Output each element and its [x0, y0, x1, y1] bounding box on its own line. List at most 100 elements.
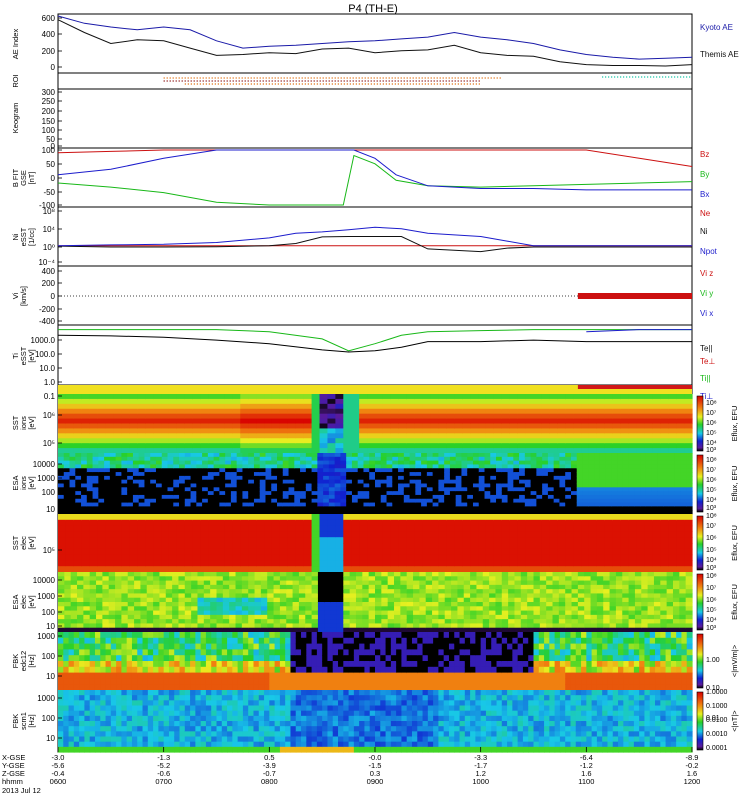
panel-frame-2 [57, 88, 693, 149]
ytick-ni-1: 10⁴ [43, 225, 56, 234]
colorbar-tick-esa2-1: 10⁷ [706, 585, 717, 592]
ylabel-fbk1-0: FBK [11, 654, 20, 669]
ytick-keogram-5: 50 [46, 135, 55, 144]
colorbar-tick-sst1-4: 10⁴ [706, 440, 717, 447]
ytick-fbk2-1: 100 [42, 714, 56, 723]
colorbar-tick-sst1-0: 10⁸ [706, 400, 717, 407]
ylabel-sst2-2: [eV] [27, 536, 36, 549]
colorbar-tick-esa1-0: 10⁸ [706, 457, 717, 464]
colorbar-tick-sst2-1: 10⁷ [706, 523, 717, 530]
ytick-fbk2-0: 1000 [37, 694, 55, 703]
panel-content [57, 15, 693, 753]
ytick-esa1-0: 10000 [33, 460, 56, 469]
ylabel-esa2-2: [eV] [27, 595, 36, 608]
legend-bfit-1: By [700, 170, 709, 179]
ytick-fbk1-0: 1000 [37, 632, 55, 641]
colorbar-tick-sst1-5: 10³ [706, 447, 717, 454]
panel-frame-3 [57, 147, 693, 208]
ytick-vi-2: 0 [51, 292, 56, 301]
ylabel-ni-2: [1/cc] [27, 228, 36, 246]
panel-frame-1 [57, 72, 693, 90]
colorbar-tick-sst2-0: 10⁸ [706, 513, 717, 520]
ytick-esa1-1: 1000 [37, 474, 55, 483]
xtick-4-2: 1.2 [475, 769, 485, 778]
colorbar-tick-fbk2-1: 0.1000 [706, 703, 728, 710]
colorbar-tick-esa1-2: 10⁶ [706, 477, 717, 484]
panel-bfit: B FIT GSE [nT] 100 50 0 -50 -100 Bz By Bx [11, 146, 709, 210]
ytick-ti-4: 0.1 [44, 392, 56, 401]
colorbar-fbk1 [696, 633, 704, 689]
legend-ae-0: Kyoto AE [700, 23, 733, 32]
xtick-2-0: 0.5 [264, 753, 274, 762]
panel-fbk1: FBK edc12 [Hz] 1000 100 10 1.00 0.10 0.01 <|mV/m|… [11, 632, 739, 722]
legend-bfit-2: Bx [700, 190, 709, 199]
xtick-2-3: 0800 [261, 777, 278, 786]
ytick-bfit-4: -100 [39, 201, 56, 210]
ytick-vi-0: 400 [42, 267, 56, 276]
colorbar-tick-esa2-2: 10⁶ [706, 597, 717, 604]
ylabel-ti-0: Ti [11, 353, 20, 359]
colorbar-tick-fbk2-0: 1.0000 [706, 689, 728, 696]
ytick-bfit-1: 50 [46, 160, 55, 169]
ytick-esa2-0: 10000 [33, 576, 56, 585]
ytick-sst1-0: 10⁶ [43, 411, 55, 420]
ytick-ae-0: 600 [42, 14, 56, 23]
xaxis-rowlabel-3: hhmm [2, 777, 23, 786]
colorbar-sst2 [696, 515, 704, 571]
ytick-esa2-3: 10 [46, 622, 55, 631]
vi-z-trace [577, 293, 692, 299]
fbk-scm1-spectrogram [58, 690, 693, 753]
xtick-0-0: -3.0 [52, 753, 65, 762]
status-bar-red [577, 385, 692, 389]
panel-fbk2: FBK scm1 [Hz]1000100101.00000.10000.01000.… [11, 689, 739, 752]
panel-ti: Ti eSST [eV] 1000.0 100.0 10.0 1.0 0.1 Te|| Te⊥ Ti… [11, 336, 715, 401]
colorbar-tick-fbk1-0: 1.00 [706, 657, 720, 664]
xtick-5-3: 1100 [578, 777, 594, 786]
legend-ae-1: Themis AE [700, 50, 739, 59]
ylabel-fbk2-1: scm1 [19, 712, 28, 730]
xaxis-rowlabel-2: Z-GSE [2, 769, 25, 778]
series-themis-ae [57, 19, 693, 67]
ylabel-vi-0: Vi [11, 292, 20, 299]
ylabel-sst1-2: [eV] [27, 416, 36, 429]
xtick-0-2: -0.4 [52, 769, 65, 778]
series-bz [57, 149, 693, 167]
ytick-fbk1-1: 100 [42, 652, 56, 661]
legend-ti-1: Te⊥ [700, 357, 715, 366]
ylabel-fbk2-2: [Hz] [27, 714, 36, 727]
ylabel-roi-0: ROI [11, 74, 20, 87]
series-ti- [58, 329, 692, 352]
xaxis-rowlabel-1: Y-GSE [2, 761, 25, 770]
panel-vi: Vi [km/s] 400 200 0 -200 -400 Vi z Vi y Vi x [11, 267, 713, 326]
ytick-keogram-4: 100 [42, 126, 56, 135]
xtick-1-2: -0.6 [157, 769, 170, 778]
xaxis-rowlabel-0: X-GSE [2, 753, 25, 762]
esa-ions-spectrogram [58, 453, 693, 515]
ytick-keogram-1: 250 [42, 97, 56, 106]
legend-vi-0: Vi z [700, 269, 713, 278]
chart-b-fit-gse [57, 149, 693, 206]
legend-bfit-0: Bz [700, 150, 709, 159]
colorbar-tick-sst1-2: 10⁶ [706, 420, 717, 427]
ylabel-esa1-0: ESA [11, 475, 20, 490]
series-by [57, 154, 693, 206]
ytick-fbk1-2: 10 [46, 672, 55, 681]
legend-ti-3: Ti⊥ [700, 392, 713, 401]
xtick-1-3: 0700 [155, 777, 172, 786]
ylabel-vi-1: [km/s] [19, 286, 28, 306]
colorbar-tick-esa1-3: 10⁵ [706, 487, 717, 494]
ylabel-esa2-1: elec [19, 595, 28, 609]
xtick-1-0: -1.3 [157, 753, 170, 762]
ylabel-bfit-2: [nT] [27, 172, 36, 185]
colorbar-esa1 [696, 454, 704, 513]
colorbar-tick-sst1-1: 10⁷ [706, 410, 717, 417]
ylabel-esa1-2: [eV] [27, 476, 36, 489]
colorbar-tick-esa1-5: 10³ [706, 505, 717, 512]
ytick-esa1-3: 10 [46, 505, 55, 514]
series-kyoto-ae [57, 15, 693, 60]
xtick-6-0: -8.9 [686, 753, 699, 762]
ytick-ni-0: 10⁸ [43, 207, 55, 216]
xtick-4-0: -3.3 [474, 753, 487, 762]
xtick-6-3: 1200 [684, 777, 701, 786]
